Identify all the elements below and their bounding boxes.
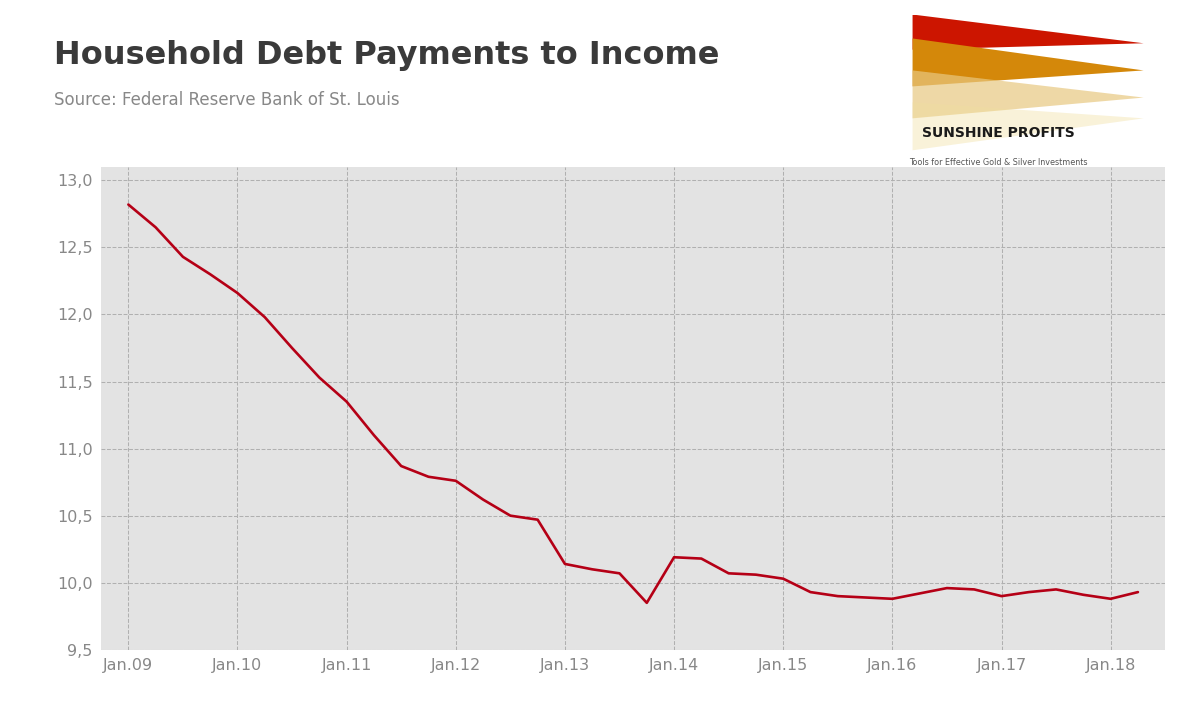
Text: SUNSHINE PROFITS: SUNSHINE PROFITS <box>923 126 1075 140</box>
Polygon shape <box>912 38 1144 86</box>
Polygon shape <box>912 15 1144 49</box>
Text: Source: Federal Reserve Bank of St. Louis: Source: Federal Reserve Bank of St. Loui… <box>54 91 400 109</box>
Text: Household Debt Payments to Income: Household Debt Payments to Income <box>54 40 719 71</box>
Polygon shape <box>912 70 1144 118</box>
Text: Tools for Effective Gold & Silver Investments: Tools for Effective Gold & Silver Invest… <box>910 158 1088 167</box>
Polygon shape <box>912 102 1144 150</box>
